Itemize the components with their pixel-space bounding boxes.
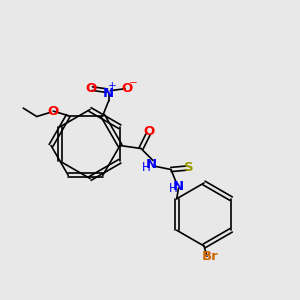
Text: O: O — [143, 124, 154, 138]
Text: S: S — [184, 161, 194, 175]
Text: H: H — [168, 182, 177, 195]
Text: N: N — [103, 87, 114, 100]
Text: −: − — [128, 78, 137, 88]
Text: Br: Br — [202, 250, 218, 263]
Text: H: H — [142, 160, 151, 174]
Text: O: O — [48, 105, 59, 118]
Text: N: N — [146, 158, 157, 172]
Text: +: + — [108, 81, 117, 91]
Text: N: N — [173, 180, 184, 194]
Text: O: O — [85, 82, 96, 95]
Text: O: O — [121, 82, 132, 95]
